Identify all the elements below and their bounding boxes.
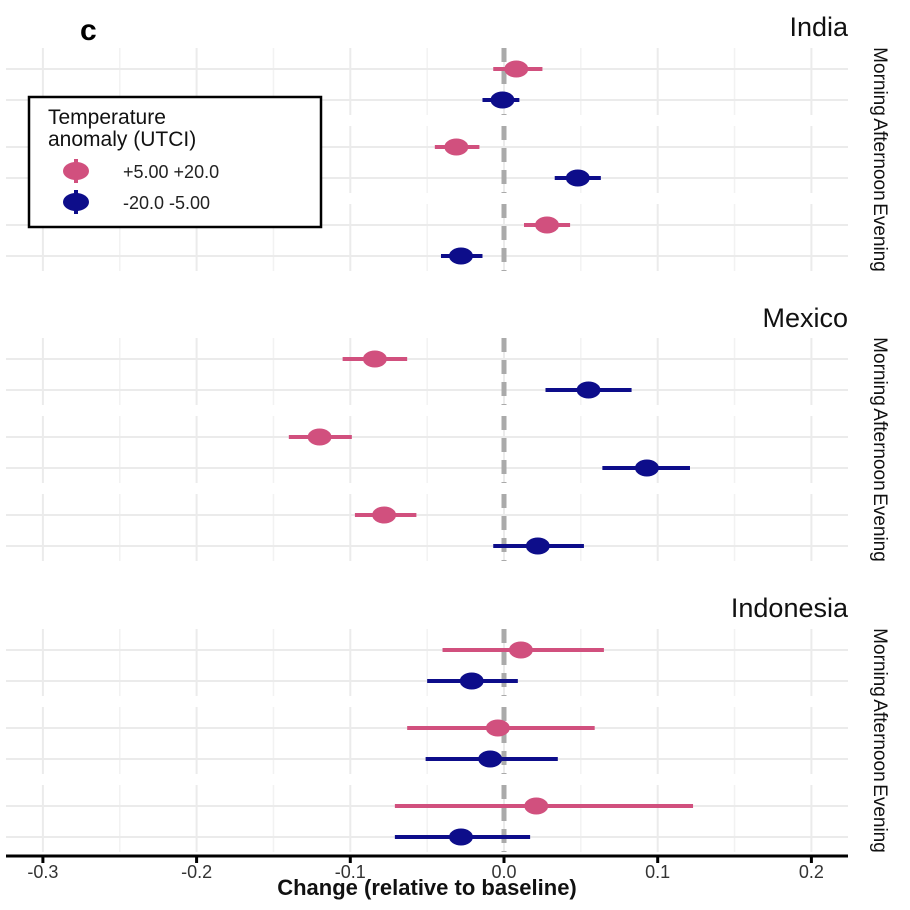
point-mexico-evening-hot bbox=[372, 506, 397, 524]
point-indonesia-morning-hot bbox=[508, 641, 533, 659]
point-mexico-morning-cold bbox=[576, 381, 601, 399]
x-tick-label: -0.1 bbox=[335, 862, 366, 882]
x-tick-label: 0.1 bbox=[645, 862, 670, 882]
facet-title-mexico: Mexico bbox=[762, 303, 848, 333]
strip-label-afternoon: Afternoon bbox=[869, 118, 890, 200]
point-india-afternoon-hot bbox=[444, 138, 469, 156]
strip-label-morning: Morning bbox=[869, 47, 890, 116]
x-tick-label: 0.0 bbox=[491, 862, 516, 882]
point-indonesia-evening-hot bbox=[524, 797, 549, 815]
facet-title-india: India bbox=[789, 12, 849, 42]
legend-hot-point bbox=[63, 162, 89, 180]
legend-title-line-1: Temperature bbox=[48, 106, 166, 129]
point-mexico-evening-cold bbox=[525, 537, 550, 555]
point-india-afternoon-cold bbox=[565, 169, 590, 187]
point-mexico-afternoon-cold bbox=[634, 459, 659, 477]
x-tick-label: 0.2 bbox=[799, 862, 824, 882]
point-india-morning-hot bbox=[504, 60, 529, 78]
point-mexico-morning-hot bbox=[362, 350, 387, 368]
legend-title-line-2: anomaly (UTCI) bbox=[48, 128, 196, 151]
point-indonesia-afternoon-hot bbox=[485, 719, 510, 737]
legend-hot-label: +5.00 +20.0 bbox=[123, 162, 219, 182]
point-mexico-afternoon-hot bbox=[307, 428, 332, 446]
strip-label-evening: Evening bbox=[869, 203, 890, 272]
marks-layer bbox=[288, 60, 694, 846]
strip-label-afternoon: Afternoon bbox=[869, 699, 890, 781]
legend-entry-hot: +5.00 +20.0 bbox=[63, 159, 219, 183]
point-india-evening-cold bbox=[448, 247, 473, 265]
point-india-morning-cold bbox=[490, 91, 515, 109]
legend-cold-point bbox=[63, 193, 89, 211]
x-axis: -0.3 -0.2 -0.1 0.0 0.1 0.2 bbox=[6, 854, 848, 882]
legend: Temperature anomaly (UTCI) +5.00 +20.0 -… bbox=[27, 95, 323, 229]
panel-letter: c bbox=[80, 14, 97, 47]
x-axis-title: Change (relative to baseline) bbox=[277, 875, 577, 900]
strip-label-morning: Morning bbox=[869, 337, 890, 406]
x-tick-label: -0.2 bbox=[181, 862, 212, 882]
labels-layer: IndiaMorningAfternoonEveningMexicoMornin… bbox=[731, 12, 890, 853]
facet-title-indonesia: Indonesia bbox=[731, 593, 849, 623]
strip-label-evening: Evening bbox=[869, 493, 890, 562]
strip-label-morning: Morning bbox=[869, 628, 890, 697]
legend-cold-label: -20.0 -5.00 bbox=[123, 193, 210, 213]
point-indonesia-evening-cold bbox=[448, 828, 473, 846]
strip-label-evening: Evening bbox=[869, 784, 890, 853]
legend-entry-cold: -20.0 -5.00 bbox=[63, 190, 210, 214]
point-indonesia-afternoon-cold bbox=[478, 750, 503, 768]
point-india-evening-hot bbox=[535, 216, 560, 234]
point-indonesia-morning-cold bbox=[459, 672, 484, 690]
strip-label-afternoon: Afternoon bbox=[869, 408, 890, 490]
x-tick-label: -0.3 bbox=[27, 862, 58, 882]
